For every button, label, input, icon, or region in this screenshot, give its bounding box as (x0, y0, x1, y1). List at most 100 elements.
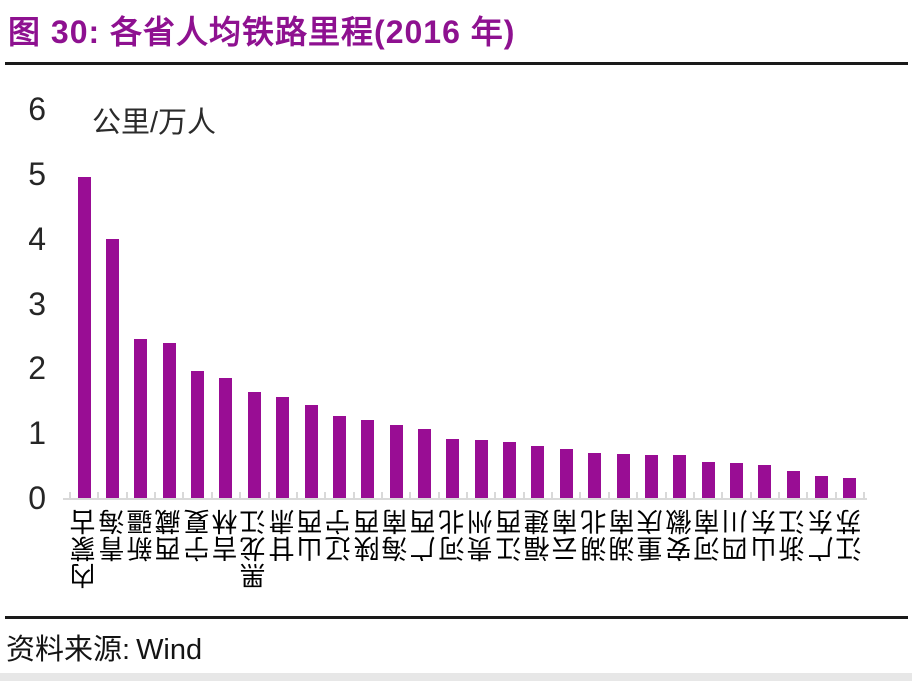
x-label-slot: 广东 (806, 508, 837, 562)
title-divider-line (5, 62, 908, 65)
x-axis-tick (324, 492, 327, 500)
bar (361, 420, 375, 498)
x-label-slot: 山西 (296, 508, 326, 562)
x-axis-label: 陕西 (352, 508, 383, 562)
bar-slot (127, 109, 155, 498)
x-axis-label: 辽宁 (324, 508, 355, 562)
x-label-slot: 福建 (523, 508, 553, 562)
x-label-slot: 江苏 (835, 508, 865, 562)
bar-slot (637, 109, 665, 498)
x-axis-tick (239, 492, 242, 500)
x-axis-tick (806, 492, 809, 500)
x-axis-line (63, 498, 867, 500)
bar-slot (722, 109, 750, 498)
bar-slot (495, 109, 523, 498)
x-label-slot: 河北 (438, 508, 468, 562)
bar (786, 470, 800, 498)
x-axis-tick (125, 492, 128, 500)
x-label-slot: 湖北 (580, 508, 610, 562)
bar-slot (694, 109, 722, 498)
bar-slot (751, 109, 779, 498)
bar-slot (836, 109, 864, 498)
bar-slot (410, 109, 438, 498)
x-axis-tick (636, 492, 639, 500)
x-axis-tick (154, 492, 157, 500)
bar-slot (807, 109, 835, 498)
x-axis-label: 四川 (721, 508, 752, 562)
x-axis-tick (466, 492, 468, 500)
bar (77, 177, 91, 498)
y-axis-unit-label: 公里/万人 (92, 107, 217, 139)
source-line: 资料来源: Wind (6, 626, 202, 668)
chart-title: 图 30: 各省人均铁路里程(2016 年) (8, 14, 516, 50)
x-label-slot: 甘肃 (268, 508, 298, 562)
bar (446, 439, 460, 498)
x-axis-label: 江西 (494, 508, 525, 562)
x-label-slot: 内蒙古 (69, 508, 99, 589)
x-axis-label: 西藏 (154, 508, 185, 562)
bar (389, 425, 403, 498)
bar-slot (269, 109, 297, 498)
x-axis-tick (409, 492, 412, 500)
bar (644, 454, 658, 498)
source-value: Wind (136, 634, 203, 666)
x-label-slot: 青海 (98, 508, 128, 562)
x-axis-label: 山东 (749, 508, 780, 562)
x-axis-label: 重庆 (636, 508, 667, 562)
x-label-slot: 山东 (749, 508, 780, 562)
x-axis-tick (777, 492, 780, 500)
bar (247, 391, 261, 498)
x-axis-label: 海南 (381, 508, 412, 562)
bar-slot (354, 109, 382, 498)
bar-slot (240, 109, 268, 498)
x-label-slot: 四川 (721, 508, 752, 562)
bar (531, 445, 545, 498)
x-label-slot: 江西 (494, 508, 525, 562)
y-tick-label: 0 (28, 480, 46, 516)
x-axis-tick (69, 492, 71, 500)
bar-slot (552, 109, 580, 498)
y-tick-label: 5 (28, 155, 46, 192)
x-label-slot: 浙江 (778, 508, 809, 562)
bar (276, 396, 290, 498)
x-axis-label: 新疆 (125, 508, 156, 562)
x-axis-label: 贵州 (466, 508, 497, 562)
bar-slot (439, 109, 467, 498)
bar (304, 405, 318, 498)
page-bottom-edge (0, 673, 912, 681)
y-tick-label: 3 (28, 285, 46, 322)
x-axis-tick (295, 492, 298, 500)
bar-slot (779, 109, 807, 498)
x-axis-tick (692, 492, 695, 500)
x-label-slot: 安徽 (665, 508, 695, 562)
x-label-slot: 广西 (409, 508, 440, 562)
x-label-slot: 宁夏 (182, 508, 213, 562)
x-axis-tick (494, 492, 497, 500)
bar-slot (580, 109, 608, 498)
bar-slot (467, 109, 495, 498)
bar (162, 343, 176, 498)
x-axis-labels: 内蒙古 青海 新疆 西藏 宁夏 吉林 黑龙江 甘肃 山西 辽宁 陕西 海南 广西 河北 贵州 江西 福建 云南 湖北… (69, 508, 865, 620)
bar-slot (183, 109, 211, 498)
x-label-slot: 湖南 (608, 508, 638, 562)
x-axis-tick (834, 492, 837, 500)
x-axis-label: 吉林 (210, 508, 241, 562)
x-axis-label: 广西 (409, 508, 440, 562)
x-axis-label: 广东 (806, 508, 837, 562)
bar (474, 439, 488, 498)
x-label-slot: 吉林 (210, 508, 241, 562)
x-axis-tick (352, 492, 355, 500)
source-label: 资料来源: (6, 634, 131, 666)
bar (758, 464, 772, 498)
x-axis-label: 宁夏 (182, 508, 213, 562)
bar (503, 442, 517, 498)
bar-slot (325, 109, 353, 498)
y-axis: 0 1 2 3 4 5 6 (0, 0, 46, 681)
x-axis-label: 浙江 (778, 508, 809, 562)
x-axis-tick (664, 492, 667, 500)
x-axis-label: 云南 (551, 508, 582, 562)
x-axis-tick (522, 492, 525, 500)
bar (616, 453, 630, 498)
x-axis-tick (380, 492, 383, 500)
